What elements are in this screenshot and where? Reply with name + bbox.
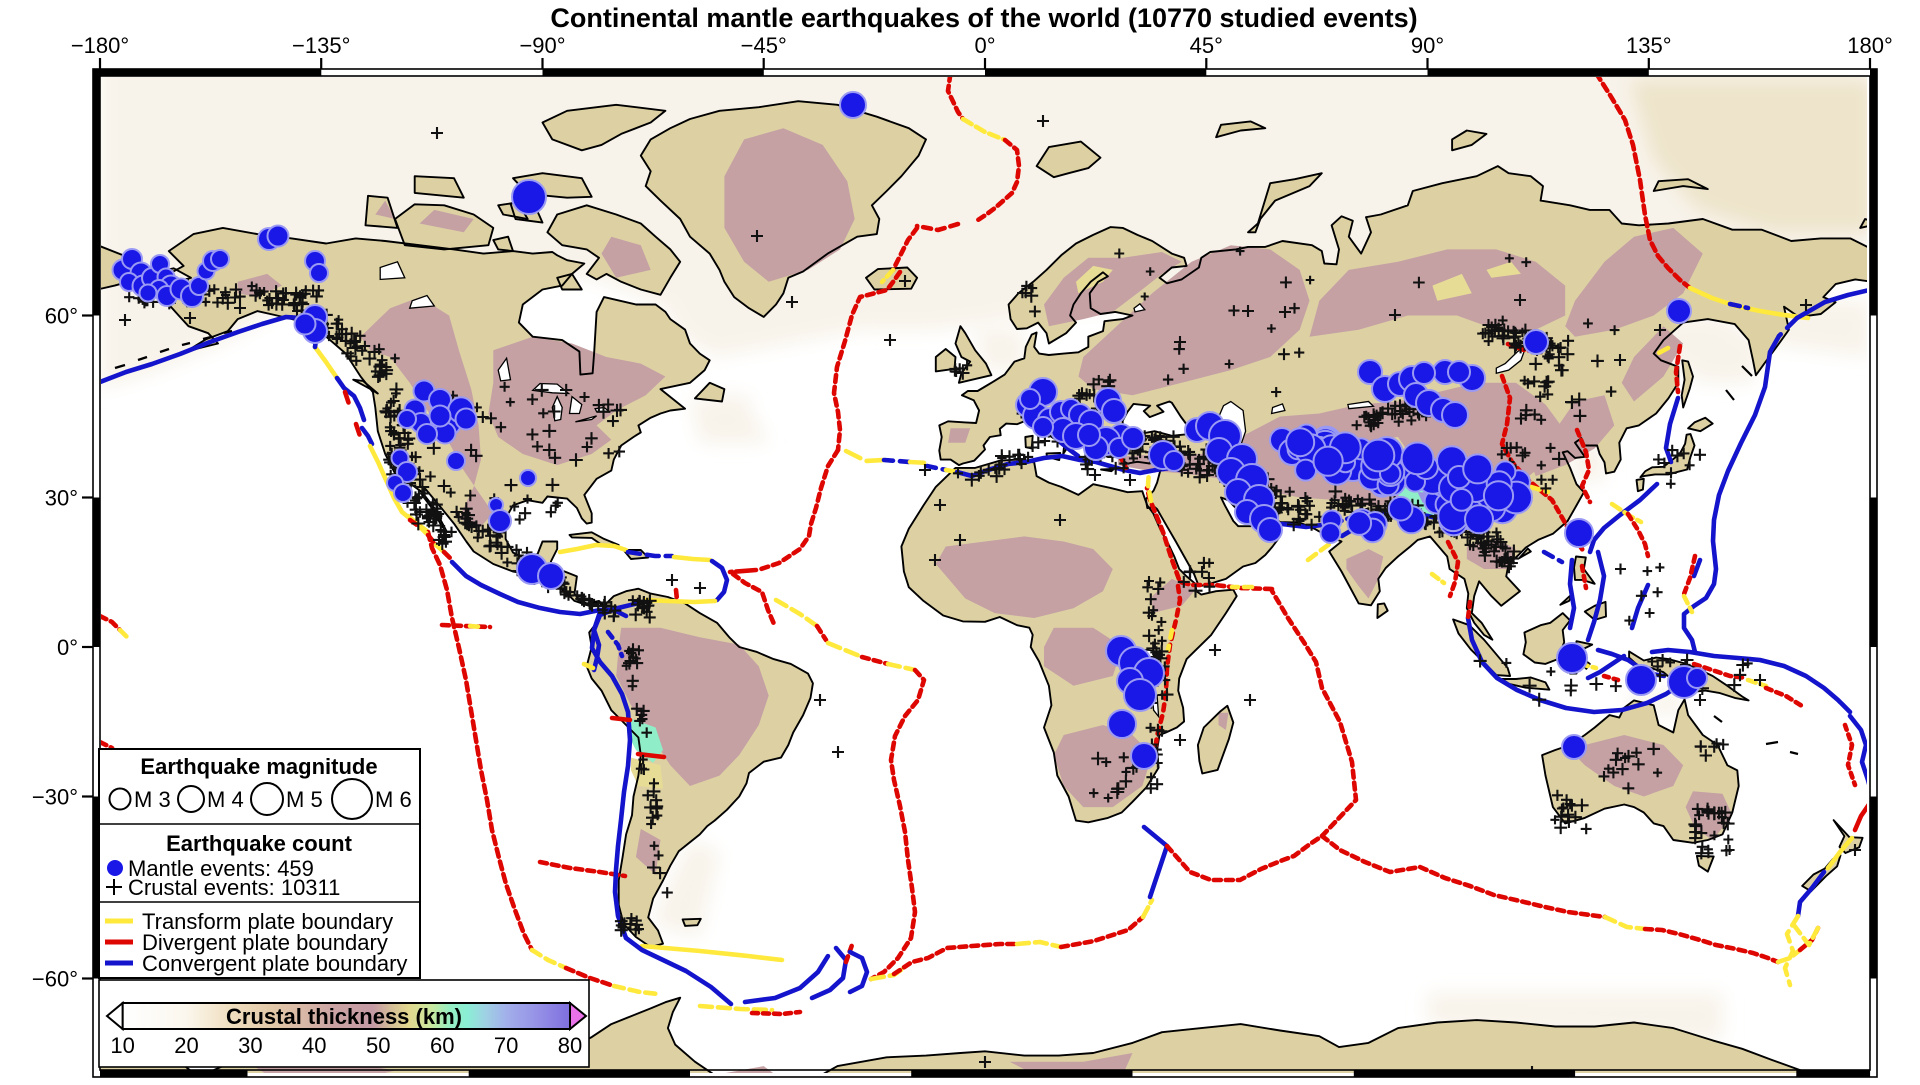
- svg-text:−90°: −90°: [519, 33, 565, 58]
- svg-text:45°: 45°: [1190, 33, 1223, 58]
- svg-text:Earthquake count: Earthquake count: [166, 831, 352, 856]
- svg-text:60°: 60°: [45, 304, 78, 329]
- svg-text:M 6: M 6: [375, 787, 412, 812]
- svg-text:Convergent plate boundary: Convergent plate boundary: [142, 951, 407, 976]
- svg-text:20: 20: [174, 1033, 198, 1058]
- svg-text:50: 50: [366, 1033, 390, 1058]
- svg-text:Crustal events: 10311: Crustal events: 10311: [128, 875, 340, 900]
- svg-text:70: 70: [494, 1033, 518, 1058]
- svg-text:Earthquake magnitude: Earthquake magnitude: [140, 754, 377, 779]
- svg-text:−60°: −60°: [32, 967, 78, 992]
- svg-text:Transform plate boundary: Transform plate boundary: [142, 909, 393, 934]
- svg-text:180°: 180°: [1847, 33, 1893, 58]
- svg-text:80: 80: [558, 1033, 582, 1058]
- svg-text:−45°: −45°: [741, 33, 787, 58]
- svg-text:−180°: −180°: [71, 33, 129, 58]
- svg-text:0°: 0°: [974, 33, 995, 58]
- svg-text:Divergent plate boundary: Divergent plate boundary: [142, 930, 388, 955]
- svg-text:M 3: M 3: [134, 787, 171, 812]
- svg-text:135°: 135°: [1626, 33, 1672, 58]
- svg-text:M 5: M 5: [286, 787, 323, 812]
- svg-text:60: 60: [430, 1033, 454, 1058]
- svg-text:90°: 90°: [1411, 33, 1444, 58]
- svg-text:M 4: M 4: [207, 787, 244, 812]
- svg-text:40: 40: [302, 1033, 326, 1058]
- svg-text:−135°: −135°: [292, 33, 350, 58]
- svg-text:Mantle events: 459: Mantle events: 459: [128, 856, 314, 881]
- svg-text:−30°: −30°: [32, 785, 78, 810]
- svg-text:Crustal thickness (km): Crustal thickness (km): [226, 1004, 462, 1029]
- svg-text:30°: 30°: [45, 486, 78, 511]
- svg-text:30: 30: [238, 1033, 262, 1058]
- svg-text:0°: 0°: [57, 635, 78, 660]
- svg-text:Continental mantle earthquakes: Continental mantle earthquakes of the wo…: [550, 3, 1417, 33]
- svg-text:10: 10: [110, 1033, 134, 1058]
